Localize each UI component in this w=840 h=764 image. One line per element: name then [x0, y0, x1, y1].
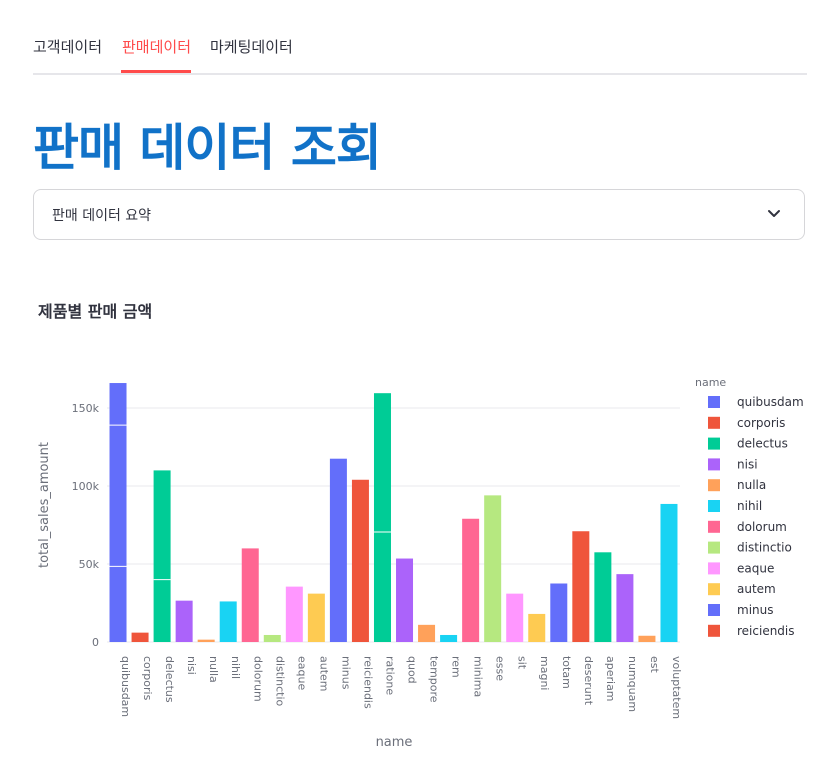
- x-tick-label: rem: [450, 656, 463, 678]
- bar-delectus[interactable]: [153, 470, 171, 642]
- bar-corporis[interactable]: [131, 632, 149, 642]
- bar-aperiam[interactable]: [594, 552, 612, 642]
- legend-item-autem[interactable]: autem: [737, 582, 776, 596]
- legend-swatch: [708, 604, 720, 616]
- bar-nulla[interactable]: [197, 639, 215, 642]
- bar-est[interactable]: [638, 635, 656, 642]
- chart-legend: name quibusdam corporis delectus nisi nulla n…: [695, 376, 804, 638]
- x-tick-label: totam: [560, 656, 573, 689]
- x-tick-label: sit: [516, 656, 529, 670]
- y-tick-label: 0: [92, 636, 99, 649]
- x-tick-label: corporis: [141, 656, 154, 701]
- bar-deserunt[interactable]: [572, 531, 590, 642]
- x-tick-label: magni: [538, 656, 551, 690]
- bar-minus[interactable]: [329, 458, 347, 642]
- x-tick-label: ratione: [383, 656, 396, 695]
- x-tick-label: minus: [339, 656, 352, 690]
- sales-bar-chart: 0 50k 100k 150k quibusdam corporis delectus ni…: [37, 376, 804, 750]
- legend-swatch: [708, 500, 720, 512]
- legend-swatch: [708, 541, 720, 554]
- chevron-down-icon[interactable]: [766, 208, 782, 220]
- tab-sales-data[interactable]: 판매데이터: [122, 38, 192, 56]
- bar-nihil[interactable]: [219, 601, 237, 642]
- bar-voluptatem[interactable]: [660, 503, 678, 642]
- x-tick-label: est: [648, 656, 661, 673]
- tab-bar: 고객데이터 판매데이터 마케팅데이터: [33, 30, 807, 75]
- legend-swatch: [708, 479, 720, 492]
- x-tick-label: esse: [494, 656, 507, 681]
- legend-swatch: [708, 396, 720, 408]
- x-tick-label: quibusdam: [119, 656, 132, 717]
- bar-minima[interactable]: [462, 518, 480, 642]
- bar-magni[interactable]: [528, 613, 546, 642]
- bar-distinctio[interactable]: [263, 634, 281, 642]
- x-tick-label: delectus: [163, 656, 176, 703]
- legend-swatch: [708, 562, 720, 575]
- bar-totam[interactable]: [550, 583, 568, 643]
- y-axis-title: total_sales_amount: [37, 442, 52, 568]
- legend-item-corporis[interactable]: corporis: [737, 416, 785, 430]
- chart-title: 제품별 판매 금액: [38, 302, 153, 321]
- bar-numquam[interactable]: [616, 574, 634, 642]
- legend-item-nisi[interactable]: nisi: [737, 457, 758, 471]
- x-tick-label: autem: [317, 656, 330, 692]
- bar-quibusdam[interactable]: [109, 383, 127, 642]
- x-tick-label: deserunt: [582, 656, 595, 706]
- x-tick-label: aperiam: [604, 656, 617, 702]
- legend-swatch: [708, 437, 720, 450]
- x-tick-label: eaque: [295, 656, 308, 690]
- legend-item-nihil[interactable]: nihil: [737, 499, 762, 513]
- legend-swatch: [708, 583, 720, 596]
- sales-summary-expander[interactable]: 판매 데이터 요약: [33, 189, 805, 240]
- x-tick-label: quod: [406, 656, 419, 684]
- x-tick-label: reiciendis: [361, 656, 374, 709]
- page-title: 판매 데이터 조회: [33, 119, 382, 177]
- legend-item-distinctio[interactable]: distinctio: [737, 541, 792, 555]
- legend-swatch: [708, 416, 720, 429]
- y-tick-label: 50k: [79, 558, 100, 571]
- tab-customer-data[interactable]: 고객데이터: [33, 38, 103, 56]
- bar-autem[interactable]: [307, 593, 325, 642]
- bar-esse[interactable]: [484, 495, 502, 642]
- bar-nisi[interactable]: [175, 600, 193, 642]
- legend-item-quibusdam[interactable]: quibusdam: [737, 395, 804, 409]
- x-tick-label: distinctio: [273, 656, 286, 707]
- active-tab-indicator: [121, 70, 191, 73]
- bar-reiciendis[interactable]: [351, 479, 369, 642]
- x-tick-label: nisi: [185, 656, 198, 675]
- legend-item-eaque[interactable]: eaque: [737, 561, 774, 575]
- legend-title: name: [695, 376, 726, 389]
- bar-eaque[interactable]: [285, 586, 303, 642]
- y-tick-label: 150k: [72, 402, 100, 415]
- x-tick-label: voluptatem: [670, 656, 683, 719]
- x-tick-label: numquam: [626, 656, 639, 712]
- legend-item-delectus[interactable]: delectus: [737, 437, 788, 451]
- legend-item-minus[interactable]: minus: [737, 603, 774, 617]
- x-tick-label: dolorum: [251, 656, 264, 702]
- y-tick-label: 100k: [72, 480, 100, 493]
- bar-dolorum[interactable]: [241, 548, 259, 642]
- tab-marketing-data[interactable]: 마케팅데이터: [210, 38, 293, 56]
- legend-swatch: [708, 520, 720, 533]
- expander-label: 판매 데이터 요약: [52, 208, 152, 224]
- x-tick-label: tempore: [428, 656, 441, 703]
- legend-item-reiciendis[interactable]: reiciendis: [737, 624, 795, 638]
- bar-sit[interactable]: [506, 593, 524, 642]
- x-tick-label: minima: [472, 656, 485, 697]
- bar-quod[interactable]: [396, 558, 414, 642]
- legend-item-dolorum[interactable]: dolorum: [737, 520, 787, 534]
- bar-ratione[interactable]: [373, 393, 391, 642]
- legend-item-nulla[interactable]: nulla: [737, 478, 766, 492]
- bar-rem[interactable]: [440, 634, 458, 642]
- legend-swatch: [708, 458, 720, 471]
- bar-tempore[interactable]: [418, 624, 436, 642]
- x-axis-title: name: [376, 735, 413, 750]
- x-tick-label: nulla: [207, 656, 220, 683]
- legend-swatch: [708, 624, 720, 637]
- x-tick-label: nihil: [229, 656, 242, 679]
